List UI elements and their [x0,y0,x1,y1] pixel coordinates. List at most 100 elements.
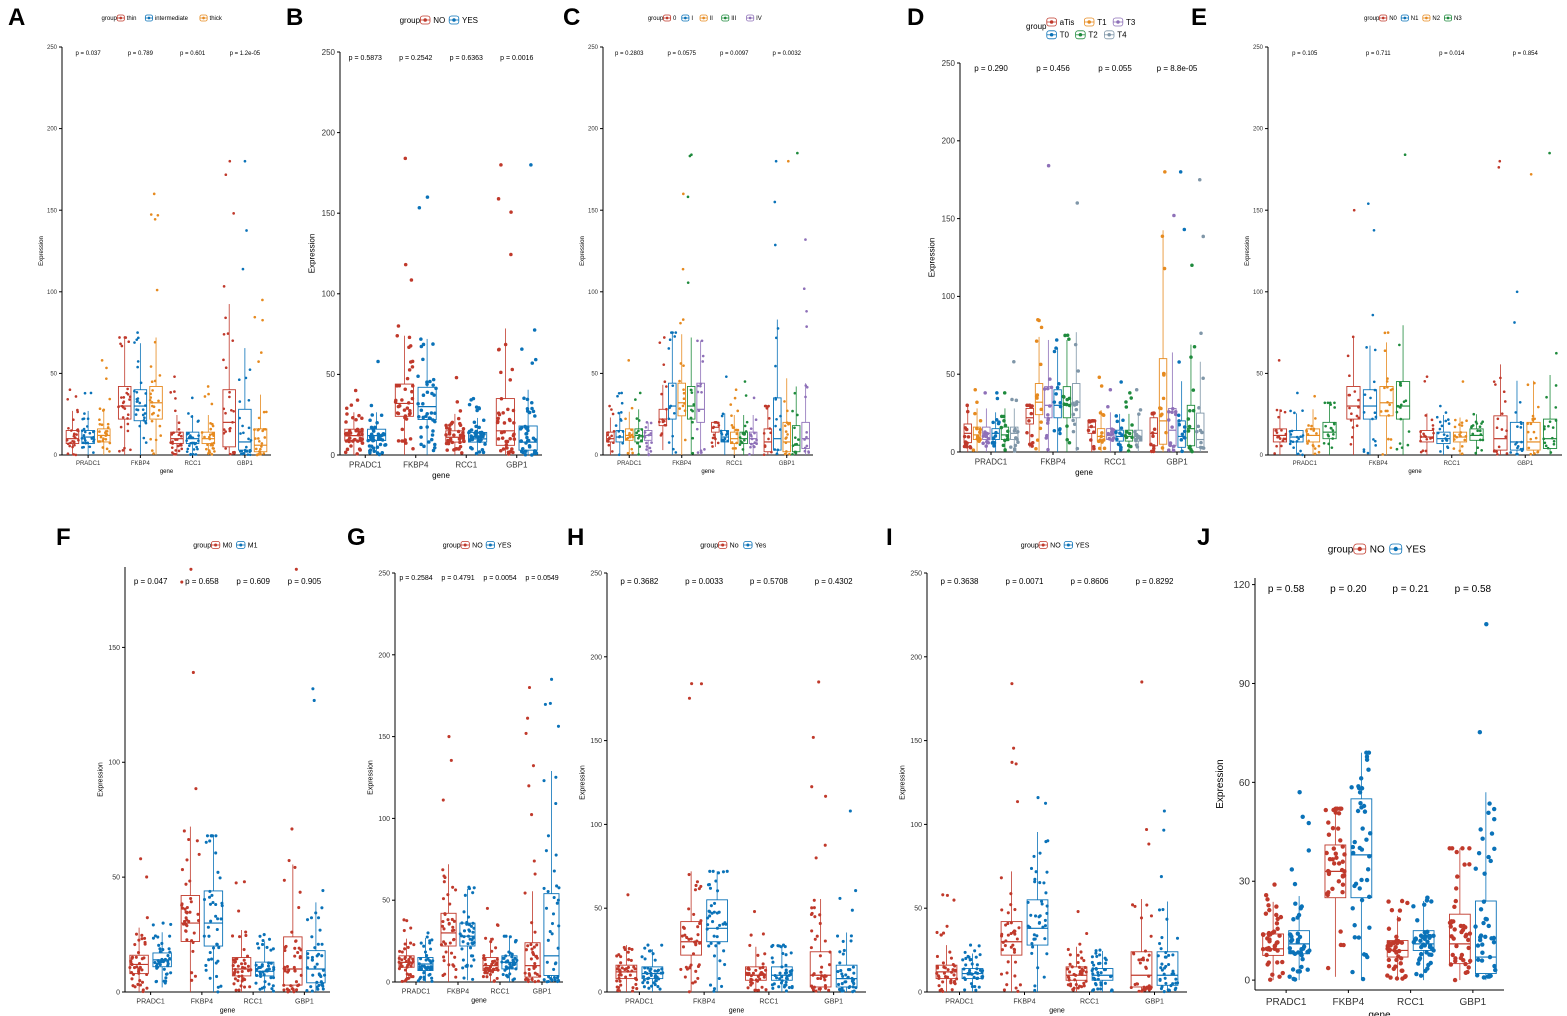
data-point [497,347,501,352]
legend-key-yes [448,15,460,25]
data-point [1500,412,1504,415]
data-point [1076,960,1080,965]
legend-key-atis [1046,17,1057,27]
data-point [650,441,653,444]
data-point [73,432,76,436]
data-point [946,968,950,972]
legend-key-n2 [1422,14,1431,22]
data-point [425,195,430,199]
data-point [550,932,554,936]
data-point [1137,989,1141,993]
data-point [1317,450,1321,454]
legend-title: group [193,542,211,549]
box-rect [1289,430,1304,443]
data-point [1492,816,1497,822]
data-point [1140,989,1144,993]
data-point [267,982,271,986]
data-point [312,698,316,702]
data-point [1399,403,1403,407]
data-point [453,955,457,959]
y-tick-label: 150 [1253,208,1264,214]
data-point [237,909,241,913]
data-point [1324,850,1329,856]
data-point [403,947,407,951]
legend-label: NO [1050,542,1061,549]
data-point [1125,430,1129,434]
data-point [349,444,353,448]
data-point [1102,446,1107,451]
box-fkbp4-t2 [1061,333,1072,452]
data-point [679,967,683,971]
data-point [1398,961,1403,966]
p-value-label: p = 0.0032 [772,51,801,57]
x-tick-label: PRADC1 [1266,997,1307,1008]
box-rcc1-n3 [1469,412,1485,455]
panel-letter: J [1197,524,1210,551]
data-point [552,967,556,971]
box-gbp1-0 [762,404,773,457]
data-point [1188,409,1192,413]
data-point [645,448,648,451]
data-point [685,967,689,971]
data-point [419,337,423,341]
data-point [963,950,967,954]
data-point [1359,805,1364,810]
data-point [484,936,488,940]
data-point [748,943,752,947]
box-pradc1-thin [65,388,80,457]
data-point [151,936,155,940]
data-point [710,441,714,444]
data-point [1425,437,1429,441]
y-tick-label: 50 [946,370,955,379]
data-point [1090,955,1094,959]
data-point [699,384,702,388]
data-point [130,977,134,981]
data-point [1098,953,1102,957]
data-point [376,359,380,364]
data-point [1076,953,1080,957]
data-point [1054,346,1058,350]
data-point [1399,381,1402,385]
data-point [246,964,250,968]
legend: group N0 N1 N2 N3 [1364,14,1462,22]
y-tick-label: 200 [590,654,602,661]
data-point [1452,977,1458,983]
data-point [1389,388,1393,392]
legend-label: YES [497,542,511,549]
data-point [938,988,942,992]
data-point [620,391,623,395]
data-point [442,880,446,884]
data-point [83,430,87,434]
box-pradc1-yes [640,943,665,992]
data-point [442,955,446,959]
data-point [482,954,486,958]
data-point [1502,390,1506,394]
data-point [1273,452,1276,455]
data-point [82,427,86,431]
data-point [1492,380,1496,383]
data-point [452,433,456,437]
data-point [262,933,266,937]
data-point [734,388,738,392]
data-point [270,987,274,991]
data-point [1268,977,1273,982]
data-point [490,937,494,941]
box-pradc1-i [614,391,625,457]
data-point [841,974,845,978]
box-fkbp4-atis [1025,403,1035,448]
data-point [1003,944,1007,948]
y-axis-title: Expression [580,236,586,266]
y-tick-label: 250 [47,45,58,51]
data-point [1349,785,1354,790]
legend-key-no [419,15,431,25]
data-point [509,252,513,257]
data-point [1174,977,1178,981]
data-point [183,919,187,924]
data-point [126,422,130,426]
data-point [427,440,431,444]
y-tick-label: 100 [910,822,922,829]
box-gbp1-yes [518,163,539,457]
data-point [1039,325,1044,330]
data-point [141,408,145,412]
data-point [615,954,619,958]
